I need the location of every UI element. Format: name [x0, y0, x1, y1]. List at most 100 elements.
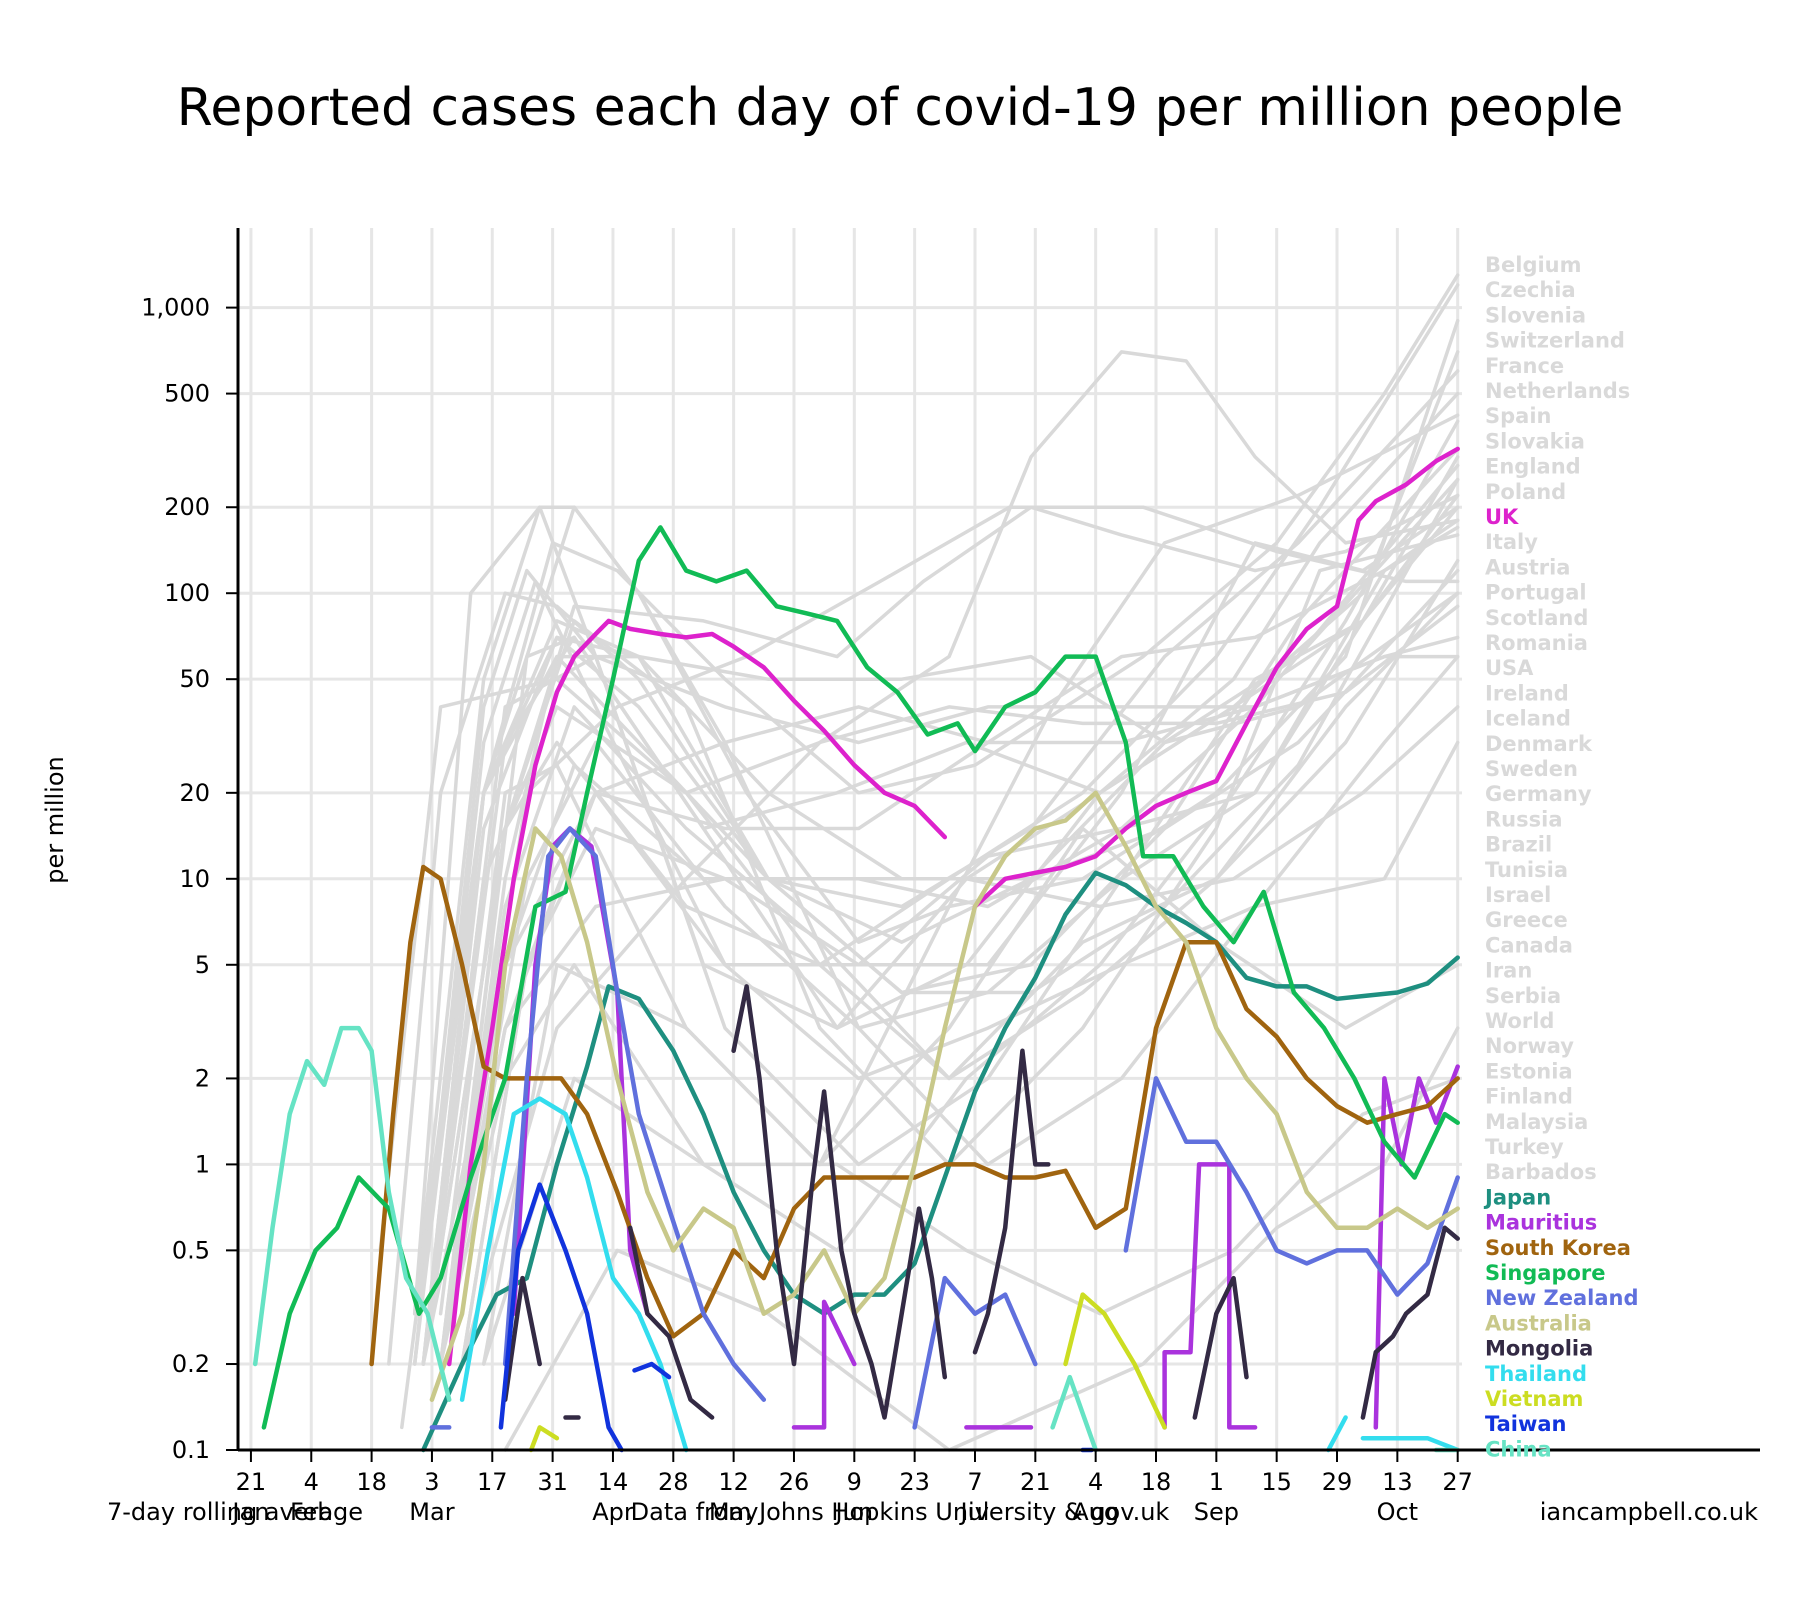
legend-entry-thailand: Thailand	[1485, 1362, 1587, 1386]
x-tick-day-label: 18	[356, 1468, 387, 1496]
background-country-line	[378, 604, 1460, 1253]
legend-entry-slovenia: Slovenia	[1485, 303, 1586, 327]
legend-entry-australia: Australia	[1485, 1311, 1592, 1335]
y-tick-label: 500	[164, 380, 210, 408]
x-tick-day-label: 14	[598, 1468, 629, 1496]
x-tick-day-label: 23	[899, 1468, 930, 1496]
x-tick-month-label: May	[709, 1498, 759, 1526]
legend-entry-switzerland: Switzerland	[1485, 329, 1625, 353]
x-tick-day-label: 4	[1088, 1468, 1103, 1496]
x-tick-month-label: Mar	[409, 1498, 454, 1526]
legend-entry-finland: Finland	[1485, 1085, 1573, 1109]
background-country-line	[503, 1026, 1460, 1452]
series-line-vietnam	[528, 1425, 560, 1453]
series-line-china	[252, 1025, 452, 1402]
y-tick-label: 0.1	[172, 1436, 210, 1464]
legend-entry-italy: Italy	[1485, 530, 1538, 554]
legend-entry-germany: Germany	[1485, 782, 1592, 806]
x-tick-month-label: Feb	[290, 1498, 333, 1526]
legend-entry-portugal: Portugal	[1485, 581, 1587, 605]
legend-entry-brazil: Brazil	[1485, 833, 1552, 857]
background-country-line	[438, 654, 1460, 1366]
highlighted-series	[252, 446, 1460, 1453]
x-tick-day-label: 18	[1141, 1468, 1172, 1496]
y-tick-label: 20	[179, 779, 210, 807]
legend-entry-czechia: Czechia	[1485, 278, 1576, 302]
legend-entry-austria: Austria	[1485, 555, 1570, 579]
x-tick-day-label: 3	[424, 1468, 439, 1496]
x-tick-day-label: 15	[1261, 1468, 1292, 1496]
legend-entry-belgium: Belgium	[1485, 253, 1582, 277]
background-country-line	[421, 525, 1460, 1366]
y-tick-label: 10	[179, 865, 210, 893]
legend-entry-poland: Poland	[1485, 480, 1566, 504]
legend-entry-estonia: Estonia	[1485, 1059, 1573, 1083]
background-country-line	[421, 591, 1460, 1366]
legend-entry-denmark: Denmark	[1485, 732, 1593, 756]
series-line-new-zealand	[502, 826, 767, 1402]
legend-entry-iceland: Iceland	[1485, 707, 1571, 731]
x-tick-day-label: 17	[477, 1468, 508, 1496]
x-tick-month-label: Jan	[230, 1498, 269, 1526]
x-tick-day-label: 4	[304, 1468, 319, 1496]
x-tick-day-label: 27	[1442, 1468, 1473, 1496]
y-tick-label: 5	[195, 951, 210, 979]
background-country-line	[412, 413, 1460, 1316]
x-tick-day-label: 7	[967, 1468, 982, 1496]
background-country-line	[438, 493, 1460, 1366]
series-line-mauritius	[1162, 1162, 1258, 1430]
x-tick-day-label: 29	[1322, 1468, 1353, 1496]
legend-entry-spain: Spain	[1485, 404, 1551, 428]
series-line-mongolia	[972, 1048, 1051, 1355]
background-country-line	[438, 455, 1460, 1366]
legend-entry-japan: Japan	[1483, 1185, 1551, 1209]
x-tick-day-label: 13	[1382, 1468, 1413, 1496]
legend-entry-mongolia: Mongolia	[1485, 1337, 1593, 1361]
series-line-uk	[972, 446, 1460, 909]
series-line-mongolia	[627, 1225, 715, 1420]
legend: BelgiumCzechiaSloveniaSwitzerlandFranceN…	[1483, 253, 1639, 1461]
legend-entry-norway: Norway	[1485, 1034, 1574, 1058]
background-lines	[378, 273, 1460, 1452]
legend-entry-malaysia: Malaysia	[1485, 1110, 1588, 1134]
legend-entry-england: England	[1485, 455, 1581, 479]
series-line-mongolia	[502, 1275, 542, 1402]
x-tick-day-label: 1	[1209, 1468, 1224, 1496]
legend-entry-serbia: Serbia	[1485, 984, 1561, 1008]
background-country-line	[421, 591, 1460, 1366]
series-line-uk	[446, 618, 948, 1367]
background-country-line	[438, 558, 1460, 1366]
legend-entry-greece: Greece	[1485, 908, 1568, 932]
series-line-taiwan	[498, 1182, 624, 1453]
x-tick-day-label: 31	[537, 1468, 568, 1496]
x-tick-day-label: 26	[779, 1468, 810, 1496]
legend-entry-uk: UK	[1485, 505, 1519, 529]
x-tick-day-label: 28	[658, 1468, 689, 1496]
series-line-taiwan	[632, 1361, 672, 1380]
x-tick-month-label: Sep	[1194, 1498, 1239, 1526]
legend-entry-usa: USA	[1485, 656, 1534, 680]
y-tick-label: 2	[195, 1064, 210, 1092]
series-line-australia	[429, 790, 1460, 1402]
legend-entry-turkey: Turkey	[1485, 1135, 1564, 1159]
x-tick-day-label: 21	[1020, 1468, 1051, 1496]
series-line-thailand	[459, 1096, 689, 1453]
legend-entry-romania: Romania	[1485, 631, 1588, 655]
series-line-new-zealand	[1123, 1076, 1460, 1297]
background-country-line	[412, 505, 1460, 1316]
y-tick-label: 200	[164, 493, 210, 521]
legend-entry-taiwan: Taiwan	[1485, 1412, 1567, 1436]
legend-entry-netherlands: Netherlands	[1485, 379, 1630, 403]
legend-entry-russia: Russia	[1485, 807, 1563, 831]
footer-note: 7-day rolling average	[107, 1498, 364, 1526]
x-tick-month-label: Jul	[959, 1498, 990, 1526]
legend-entry-canada: Canada	[1485, 933, 1573, 957]
background-country-line	[460, 505, 1460, 1366]
series-line-thailand	[1360, 1435, 1460, 1453]
series-line-china	[1050, 1374, 1098, 1453]
legend-entry-slovakia: Slovakia	[1485, 429, 1585, 453]
y-tick-label: 0.5	[172, 1236, 210, 1264]
legend-entry-vietnam: Vietnam	[1485, 1387, 1583, 1411]
series-line-thailand	[1326, 1415, 1348, 1453]
